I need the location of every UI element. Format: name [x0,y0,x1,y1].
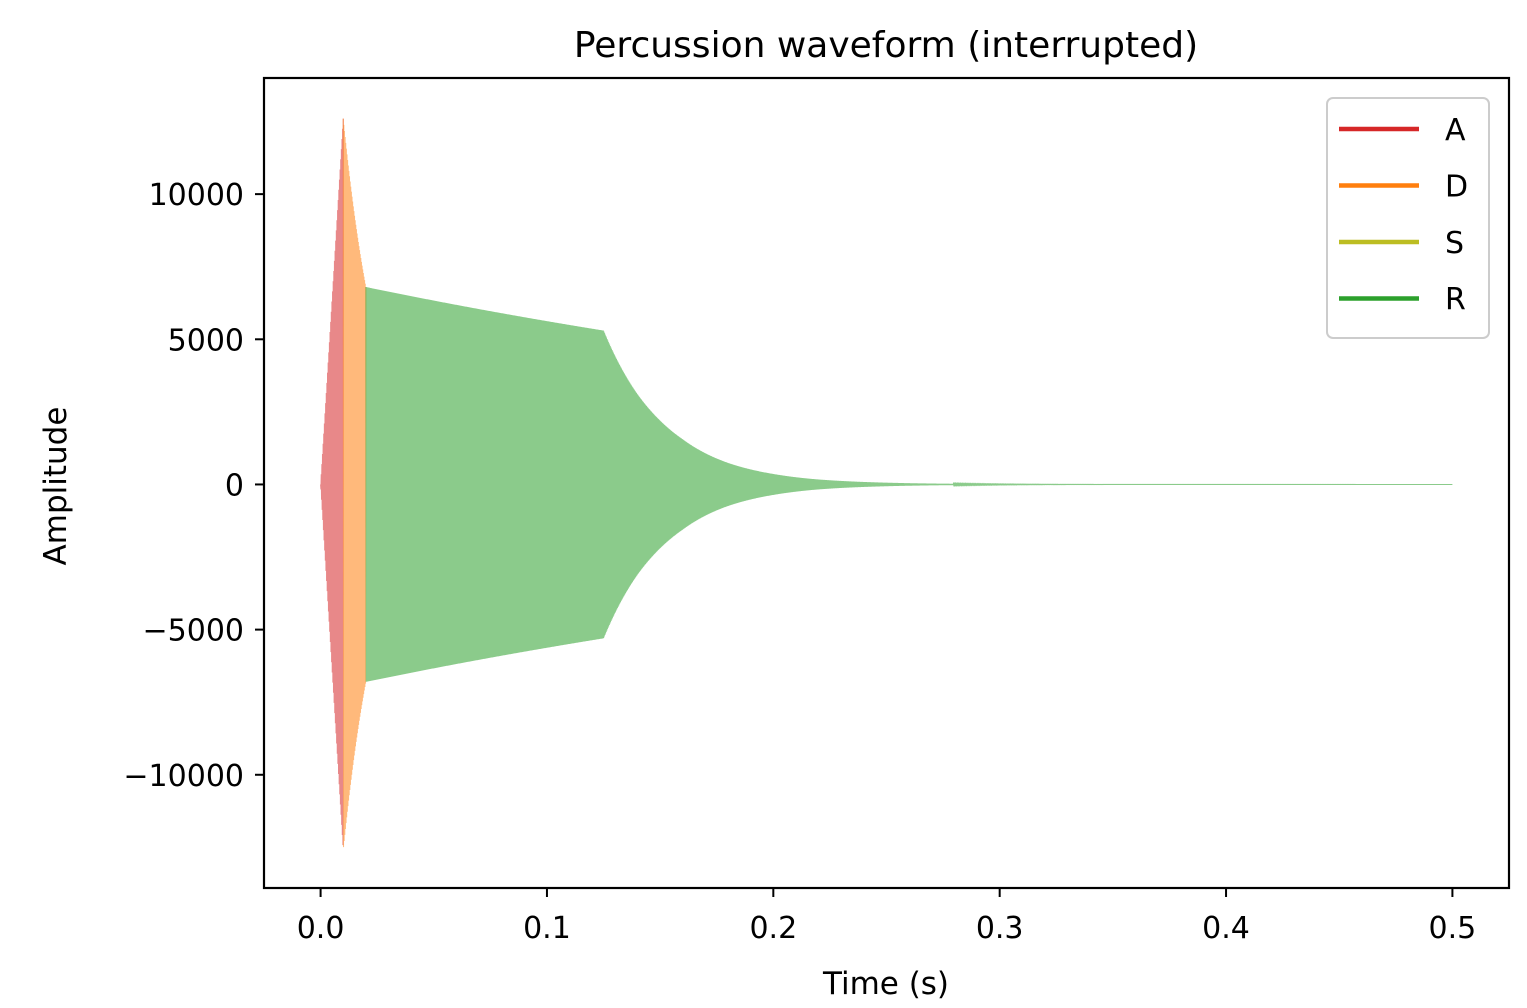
y-tick-label: 10000 [149,178,244,213]
chart-title: Percussion waveform (interrupted) [574,25,1198,66]
y-tick-label: −5000 [143,614,244,649]
legend-label-S: S [1445,226,1464,261]
x-tick-label: 0.3 [976,911,1024,946]
series-A-line [320,118,344,846]
legend-label-R: R [1445,283,1466,318]
x-tick-label: 0.2 [749,911,797,946]
x-axis-label: Time (s) [822,966,949,1002]
x-tick-label: 0.1 [523,911,571,946]
y-tick-label: 5000 [168,323,244,358]
x-tick-label: 0.4 [1202,911,1250,946]
series-R-line [365,287,1453,682]
legend-box [1326,97,1490,339]
series-D-line [342,118,367,848]
legend-label-D: D [1445,170,1468,205]
plot-frame [262,76,1511,890]
y-axis-label: Amplitude [38,407,74,566]
legend-label-A: A [1445,113,1466,148]
x-tick-label: 0.5 [1429,911,1477,946]
y-tick-label: −10000 [123,759,244,794]
x-tick-label: 0.0 [297,911,345,946]
y-tick-label: 0 [225,468,244,503]
